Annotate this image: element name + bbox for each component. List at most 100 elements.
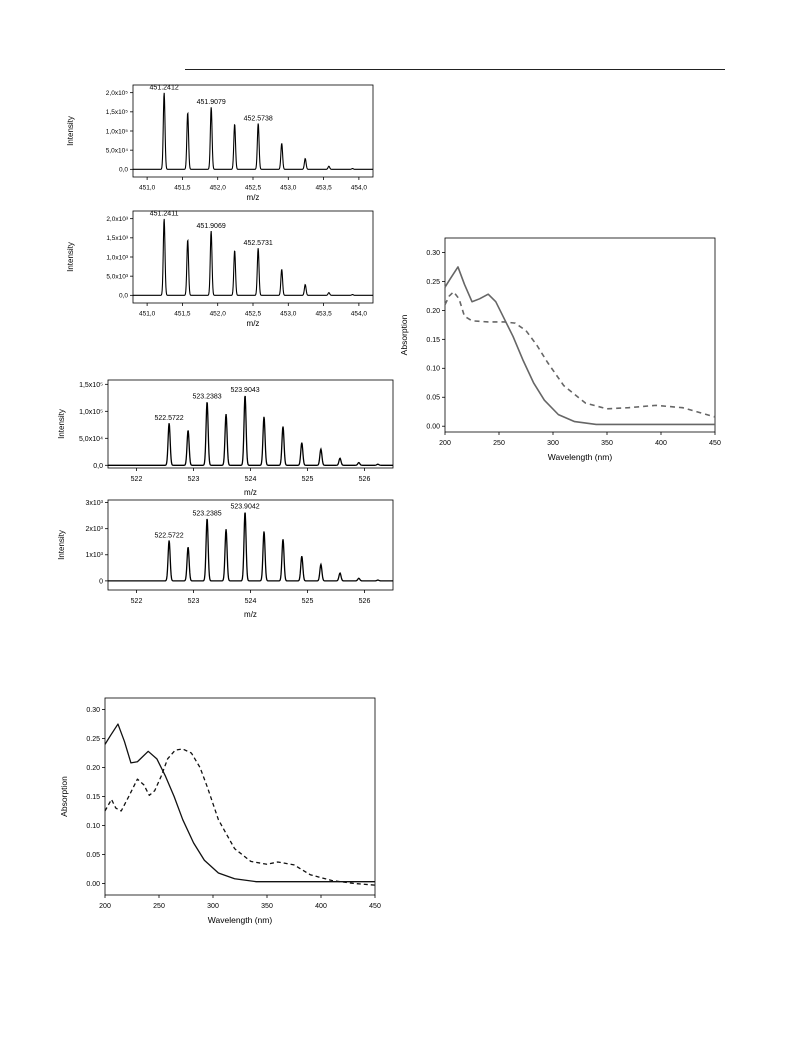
x-tick-label: 250	[493, 440, 505, 447]
spectrum-line	[133, 218, 373, 296]
x-axis-label: m/z	[244, 488, 257, 497]
y-axis-label: Intensity	[57, 409, 66, 439]
x-tick-label: 526	[359, 598, 371, 605]
uv-vis-chart-1: 200 250 300 350 400 450 0.00 0.05 0.10 0.15 0.20 0.…	[399, 237, 721, 462]
spectrum-line	[133, 92, 373, 170]
x-tick-label: 300	[547, 440, 559, 447]
y-tick-label: 1,0x10⁵	[106, 128, 129, 135]
y-tick-label: 5,0x10⁴	[79, 436, 103, 443]
x-tick-label: 524	[245, 476, 257, 483]
y-tick-label: 0,0	[119, 293, 128, 300]
y-tick-label: 0.05	[426, 395, 440, 402]
plot-frame	[104, 697, 376, 896]
x-tick-label: 523	[188, 476, 200, 483]
x-tick-label: 452,5	[245, 185, 262, 192]
peak-label: 452.5731	[244, 240, 273, 247]
y-tick-label: 2,0x10³	[106, 216, 129, 223]
x-tick-label: 526	[359, 476, 371, 483]
peak-label: 522.5722	[155, 532, 184, 539]
x-axis-label: Wavelength (nm)	[208, 915, 273, 925]
y-axis-label: Intensity	[57, 530, 66, 560]
y-tick-label: 1x10³	[85, 552, 103, 559]
x-tick-label: 250	[153, 903, 165, 910]
peak-label: 523.9042	[230, 504, 259, 511]
peak-label: 523.2383	[192, 394, 221, 401]
y-axis-label: Intensity	[66, 116, 75, 146]
y-tick-label: 1,5x10⁵	[106, 109, 129, 116]
x-tick-label: 451,0	[139, 311, 156, 318]
x-axis-label: m/z	[244, 610, 257, 619]
y-tick-label: 2x10³	[85, 526, 103, 533]
x-tick-label: 350	[601, 440, 613, 447]
x-tick-label: 453,0	[280, 311, 297, 318]
y-tick-label: 5,0x10⁴	[106, 147, 129, 154]
x-tick-label: 451,5	[174, 311, 191, 318]
y-tick-label: 1,5x10⁵	[79, 382, 103, 389]
plot-frame	[132, 210, 374, 304]
plot-frame	[132, 84, 374, 178]
dashed-series-line	[444, 291, 716, 418]
x-tick-label: 400	[315, 903, 327, 910]
solid-series-line	[444, 266, 715, 426]
y-tick-label: 1,0x10³	[106, 254, 129, 261]
y-tick-label: 3x10³	[85, 500, 103, 507]
y-tick-label: 0.30	[86, 707, 100, 714]
peak-label: 523.2385	[192, 510, 221, 517]
solid-series-line	[104, 723, 375, 883]
y-axis-label: Absorption	[399, 314, 409, 355]
x-tick-label: 454,0	[351, 311, 368, 318]
x-tick-label: 452,0	[210, 185, 227, 192]
header-rule	[185, 69, 725, 70]
peak-label: 451.2411	[150, 211, 179, 218]
uv-vis-chart-2: 200 250 300 350 400 450 0.00 0.05 0.10 0.15 0.20 0.…	[59, 697, 381, 925]
peak-label: 451.2412	[150, 85, 179, 92]
ms-chart-2: 451,0 451,5 452,0 452,5 453,0 453,5 454,0 0,0 5,…	[66, 210, 374, 328]
ms-chart-3: 522 523 524 525 526 0,0 5,0x10⁴ 1,0x10⁵ 1,5x10⁵ m…	[57, 379, 394, 497]
x-tick-label: 451,5	[174, 185, 191, 192]
peak-label: 522.5722	[155, 415, 184, 422]
x-tick-label: 451,0	[139, 185, 156, 192]
y-tick-label: 0,0	[119, 167, 128, 174]
plot-frame	[444, 237, 716, 433]
y-tick-label: 1,0x10⁵	[79, 409, 103, 416]
y-tick-label: 0.10	[86, 823, 100, 830]
x-tick-label: 525	[302, 476, 314, 483]
spectrum-line	[108, 512, 393, 582]
x-tick-label: 450	[369, 903, 381, 910]
y-tick-label: 0.05	[86, 852, 100, 859]
x-axis-label: m/z	[247, 193, 260, 202]
x-tick-label: 452,5	[245, 311, 262, 318]
y-tick-label: 0.00	[426, 424, 440, 431]
ms-chart-1: 451,0 451,5 452,0 452,5 453,0 453,5 454,0 0,0 5,…	[66, 84, 374, 202]
y-tick-label: 0.00	[86, 881, 100, 888]
x-tick-label: 400	[655, 440, 667, 447]
peak-label: 452.5738	[244, 115, 273, 122]
spectrum-line	[108, 395, 393, 466]
y-tick-label: 0.25	[86, 736, 100, 743]
y-axis-label: Absorption	[59, 776, 69, 817]
x-tick-label: 200	[99, 903, 111, 910]
x-tick-label: 350	[261, 903, 273, 910]
x-tick-label: 300	[207, 903, 219, 910]
x-tick-label: 453,0	[280, 185, 297, 192]
y-tick-label: 2,0x10⁵	[106, 90, 129, 97]
x-tick-label: 523	[188, 598, 200, 605]
y-tick-label: 0.15	[86, 794, 100, 801]
peak-label: 451.9079	[197, 99, 226, 106]
y-tick-label: 0.15	[426, 337, 440, 344]
y-tick-label: 1,5x10³	[106, 235, 129, 242]
y-tick-label: 0.20	[426, 308, 440, 315]
y-tick-label: 0	[99, 578, 103, 585]
x-tick-label: 454,0	[351, 185, 368, 192]
y-tick-label: 0.25	[426, 279, 440, 286]
x-tick-label: 525	[302, 598, 314, 605]
y-axis-label: Intensity	[66, 242, 75, 272]
x-tick-label: 452,0	[210, 311, 227, 318]
x-tick-label: 450	[709, 440, 721, 447]
peak-label: 523.9043	[230, 387, 259, 394]
dashed-series-line	[104, 748, 376, 886]
y-tick-label: 5,0x10³	[106, 273, 129, 280]
y-tick-label: 0.10	[426, 366, 440, 373]
x-tick-label: 522	[131, 476, 143, 483]
x-tick-label: 453,5	[315, 185, 332, 192]
